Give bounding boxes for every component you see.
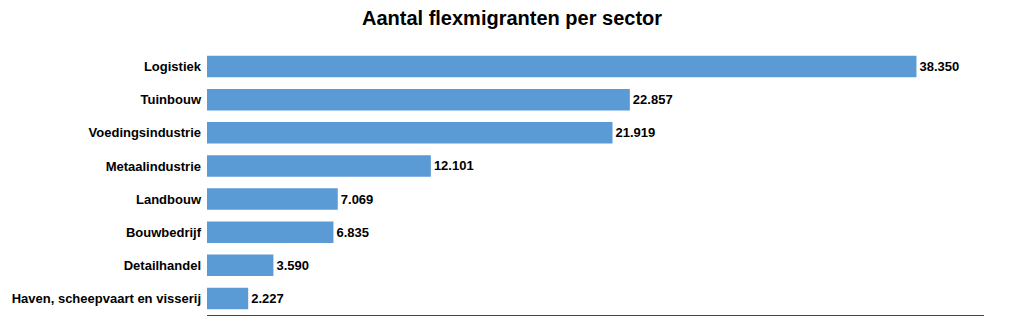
svg-text:21.919: 21.919 — [616, 125, 656, 140]
svg-text:38.350: 38.350 — [919, 59, 959, 74]
svg-text:Bouwbedrijf: Bouwbedrijf — [126, 225, 202, 240]
svg-text:7.069: 7.069 — [341, 192, 374, 207]
svg-text:Haven, scheepvaart en visserij: Haven, scheepvaart en visserij — [12, 291, 201, 306]
svg-text:Voedingsindustrie: Voedingsindustrie — [89, 125, 201, 140]
svg-text:Detailhandel: Detailhandel — [124, 258, 201, 273]
svg-text:2.227: 2.227 — [251, 291, 284, 306]
svg-text:3.590: 3.590 — [276, 258, 309, 273]
svg-text:Logistiek: Logistiek — [144, 59, 202, 74]
svg-text:Landbouw: Landbouw — [136, 192, 202, 207]
svg-text:Tuinbouw: Tuinbouw — [141, 92, 202, 107]
svg-text:Aantal flexmigranten per secto: Aantal flexmigranten per sector — [362, 7, 662, 29]
svg-text:Metaalindustrie: Metaalindustrie — [106, 158, 201, 173]
svg-text:12.101: 12.101 — [434, 158, 474, 173]
svg-text:22.857: 22.857 — [633, 92, 673, 107]
svg-text:6.835: 6.835 — [336, 225, 369, 240]
